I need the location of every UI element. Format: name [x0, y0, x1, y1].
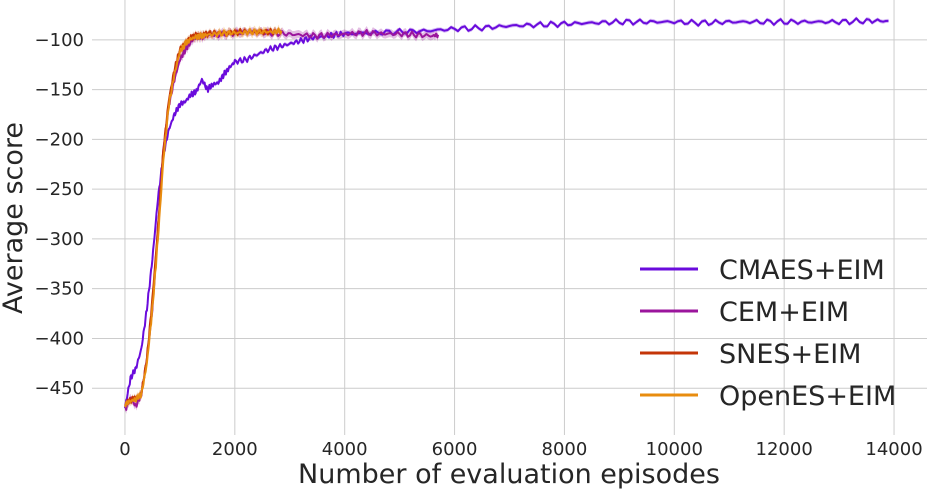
y-tick-label: −400 — [35, 328, 84, 349]
series-line-cmaes-eim — [124, 17, 889, 409]
tick-labels: 0 2000 4000 6000 8000 10000 12000 14000 −100 −150… — [35, 30, 923, 460]
y-axis-label: Average score — [0, 122, 29, 314]
y-tick-label: −150 — [35, 80, 84, 101]
x-axis-label: Number of evaluation episodes — [298, 459, 720, 489]
legend-label: CMAES+EIM — [719, 255, 885, 286]
legend-label: SNES+EIM — [719, 339, 861, 370]
plot-background — [92, 0, 927, 435]
y-tick-label: −100 — [35, 30, 84, 51]
y-tick-label: −300 — [35, 229, 84, 250]
legend-label: CEM+EIM — [719, 297, 849, 328]
legend: CMAES+EIM CEM+EIM SNES+EIM OpenES+EIM — [640, 255, 896, 412]
x-tick-label: 2000 — [212, 439, 258, 460]
series-lines — [124, 17, 889, 411]
y-tick-label: −250 — [35, 179, 84, 200]
x-tick-label: 0 — [119, 439, 130, 460]
x-tick-label: 10000 — [646, 439, 703, 460]
x-tick-label: 12000 — [756, 439, 813, 460]
x-tick-label: 6000 — [432, 439, 478, 460]
x-tick-label: 8000 — [542, 439, 588, 460]
series-line-openes-eim — [124, 27, 283, 408]
x-tick-label: 14000 — [865, 439, 922, 460]
x-tick-label: 4000 — [322, 439, 368, 460]
y-tick-label: −200 — [35, 129, 84, 150]
y-tick-label: −350 — [35, 279, 84, 300]
y-tick-label: −450 — [35, 378, 84, 399]
legend-label: OpenES+EIM — [719, 381, 896, 412]
grid — [92, 0, 927, 435]
